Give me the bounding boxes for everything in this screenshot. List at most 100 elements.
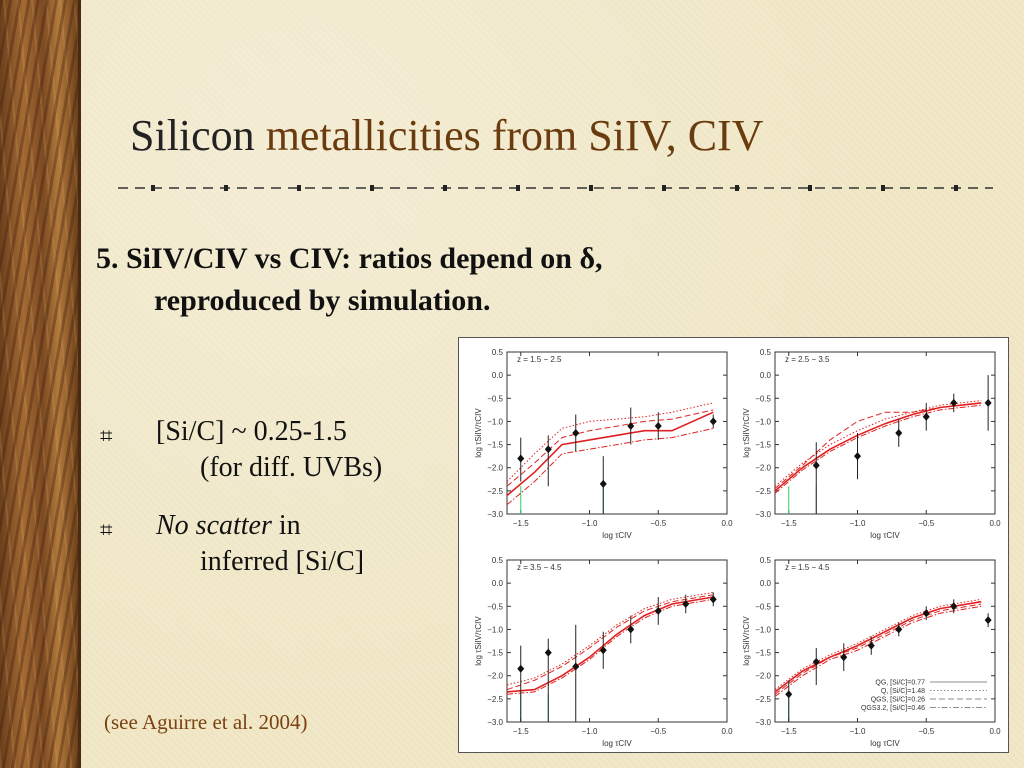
data-point	[682, 599, 690, 608]
data-point	[812, 657, 820, 666]
panel-title: z = 2.5 − 3.5	[785, 355, 830, 364]
y-tick-label: −2.5	[755, 487, 771, 496]
data-point	[709, 595, 717, 604]
x-tick-label: 0.0	[989, 727, 1001, 736]
bullet-2-line-2: inferred [Si/C]	[200, 546, 365, 577]
model-curve-dotted	[507, 591, 714, 686]
separator-dot	[881, 185, 885, 191]
heading-line-2: reproduced by simulation.	[154, 284, 491, 317]
plot-area	[775, 375, 992, 514]
y-tick-label: −1.0	[755, 417, 771, 426]
data-point	[654, 422, 662, 431]
x-axis-label: log τCIV	[870, 531, 900, 540]
plot-area	[507, 402, 717, 514]
separator-dot	[516, 185, 520, 191]
y-tick-label: −2.0	[755, 464, 771, 473]
panel-title: z = 1.5 − 4.5	[785, 563, 830, 572]
separator-dot	[443, 185, 447, 191]
x-tick-label: 0.0	[721, 519, 733, 528]
data-point	[812, 461, 820, 470]
y-tick-label: −3.0	[487, 718, 503, 727]
y-tick-label: 0.0	[760, 371, 772, 380]
chart-panel-4: 0.5 0.0 −0.5 −1.0 −1.5 −2.0 −2.5 −3.0 −1.5 −1.0 −0…	[742, 556, 1001, 748]
x-tick-label: 0.0	[989, 519, 1001, 528]
data-point	[599, 479, 607, 488]
y-tick-label: −1.0	[755, 625, 771, 634]
model-curve-dotted	[775, 400, 982, 487]
data-point	[840, 653, 848, 662]
y-tick-label: 0.0	[492, 371, 504, 380]
title-highlight: metallicities from SiIV, CIV	[265, 111, 764, 160]
data-point	[544, 648, 552, 657]
y-tick-label: 0.5	[760, 348, 772, 357]
data-point	[950, 398, 958, 407]
separator-dot	[808, 185, 812, 191]
data-point	[517, 664, 525, 673]
point-heading: 5. SiIV/CIV vs CIV: ratios depend on δ, …	[96, 238, 816, 322]
bullet-icon: ⌗	[100, 423, 113, 448]
y-tick-label: −0.5	[755, 602, 771, 611]
x-tick-label: −1.5	[781, 519, 797, 528]
data-point	[627, 625, 635, 634]
y-tick-label: −0.5	[487, 602, 503, 611]
chart-panel-1: 0.5 0.0 −0.5 −1.0 −1.5 −2.0 −2.5 −3.0 −1.5 −1.0 −0…	[474, 348, 733, 540]
data-point	[854, 452, 861, 461]
bullet-2-rest: in	[271, 510, 301, 541]
x-tick-label: −1.0	[850, 519, 866, 528]
x-tick-label: −0.5	[918, 519, 934, 528]
y-tick-label: −1.5	[755, 649, 771, 658]
y-axis-label: log τSiIV/τCIV	[742, 616, 751, 666]
x-tick-label: −1.0	[582, 727, 598, 736]
data-point	[950, 602, 958, 611]
y-tick-label: −0.5	[487, 394, 503, 403]
x-tick-label: −0.5	[650, 727, 666, 736]
model-curve-dashdot	[775, 605, 982, 697]
chart-panel-3: 0.5 0.0 −0.5 −1.0 −1.5 −2.0 −2.5 −3.0 −1.5 −1.0 −0…	[474, 556, 733, 748]
panel-title: z = 1.5 − 2.5	[517, 355, 562, 364]
data-point	[517, 454, 525, 463]
figure-panels: 0.5 0.0 −0.5 −1.0 −1.5 −2.0 −2.5 −3.0 −1.5 −1.0 −0…	[474, 348, 1001, 748]
data-point	[572, 429, 580, 437]
bullet-1-line-1: [Si/C] ~ 0.25-1.5	[156, 416, 347, 447]
y-tick-label: −0.5	[755, 394, 771, 403]
data-point	[984, 398, 992, 407]
bullet-2-italic: No scatter	[156, 510, 272, 541]
y-tick-label: −1.0	[487, 417, 503, 426]
separator-dot	[662, 185, 666, 191]
separator-dot	[297, 185, 301, 191]
data-point	[895, 429, 903, 437]
y-tick-label: −2.5	[487, 695, 503, 704]
legend-label: QGS, [Si/C]=0.26	[871, 697, 925, 704]
y-tick-label: −2.5	[487, 487, 503, 496]
x-axis-label: log τCIV	[602, 739, 632, 748]
model-curve-dashed	[775, 402, 982, 489]
y-tick-label: −3.0	[487, 510, 503, 519]
data-point	[922, 412, 930, 421]
separator-dot	[954, 185, 958, 191]
data-point	[984, 616, 992, 625]
data-point	[627, 422, 635, 431]
title-separator	[118, 185, 993, 191]
data-point	[544, 445, 552, 454]
x-tick-label: −0.5	[650, 519, 666, 528]
x-axis-label: log τCIV	[870, 739, 900, 748]
plot-area	[775, 598, 992, 722]
model-curve-solid	[775, 600, 982, 693]
x-tick-label: −0.5	[918, 727, 934, 736]
y-axis-label: log τSiIV/τCIV	[474, 616, 483, 666]
separator-dot	[151, 185, 155, 191]
model-curve-solid	[775, 402, 982, 492]
y-tick-label: −2.0	[487, 464, 503, 473]
y-tick-label: −3.0	[755, 718, 771, 727]
y-tick-label: −1.5	[487, 649, 503, 658]
y-tick-label: 0.0	[492, 579, 504, 588]
title-plain: Silicon	[130, 111, 266, 160]
panel-title: z = 3.5 − 4.5	[517, 563, 562, 572]
data-point	[922, 609, 930, 618]
plot-frame	[774, 351, 996, 515]
model-curve-dashdot	[507, 598, 714, 695]
model-curve-dashdot	[507, 427, 714, 506]
citation: (see Aguirre et al. 2004)	[104, 710, 308, 734]
x-axis-label: log τCIV	[602, 531, 632, 540]
x-tick-label: −1.0	[582, 519, 598, 528]
